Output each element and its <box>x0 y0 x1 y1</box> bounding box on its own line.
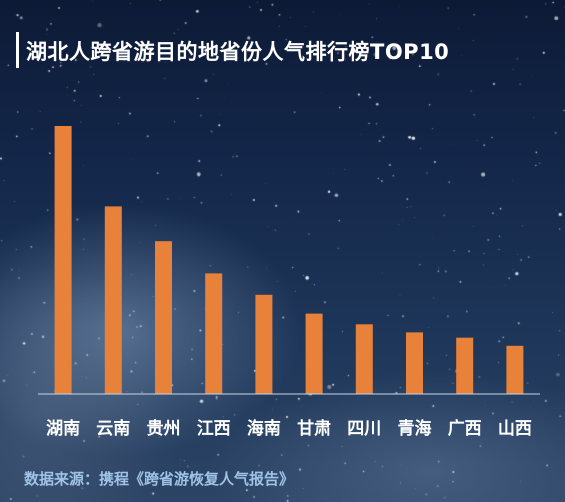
x-tick-label: 甘肃 <box>297 418 331 439</box>
bar-山西 <box>506 345 524 394</box>
x-tick-label: 云南 <box>96 418 130 439</box>
bar-甘肃 <box>305 313 323 394</box>
x-tick-label: 江西 <box>197 419 231 439</box>
bar-贵州 <box>155 241 172 394</box>
bar-湖南 <box>54 126 72 394</box>
x-tick-label: 广西 <box>448 418 482 439</box>
x-tick-label: 海南 <box>247 418 281 439</box>
x-tick-label: 四川 <box>347 419 381 439</box>
bar-江西 <box>205 273 223 394</box>
data-source-note: 数据来源：携程《跨省游恢复人气报告》 <box>24 470 295 488</box>
bar-四川 <box>355 324 373 394</box>
x-tick-label: 青海 <box>398 418 432 439</box>
x-tick-label: 山西 <box>498 419 532 439</box>
title-accent-bar <box>16 32 19 68</box>
bar-青海 <box>406 332 423 394</box>
bar-云南 <box>104 206 122 394</box>
x-tick-label: 湖南 <box>46 418 80 439</box>
x-tick-label: 贵州 <box>147 418 181 439</box>
bar-广西 <box>456 337 474 394</box>
bar-海南 <box>255 294 273 394</box>
chart-title: 湖北人跨省游目的地省份人气排行榜TOP10 <box>26 40 450 64</box>
